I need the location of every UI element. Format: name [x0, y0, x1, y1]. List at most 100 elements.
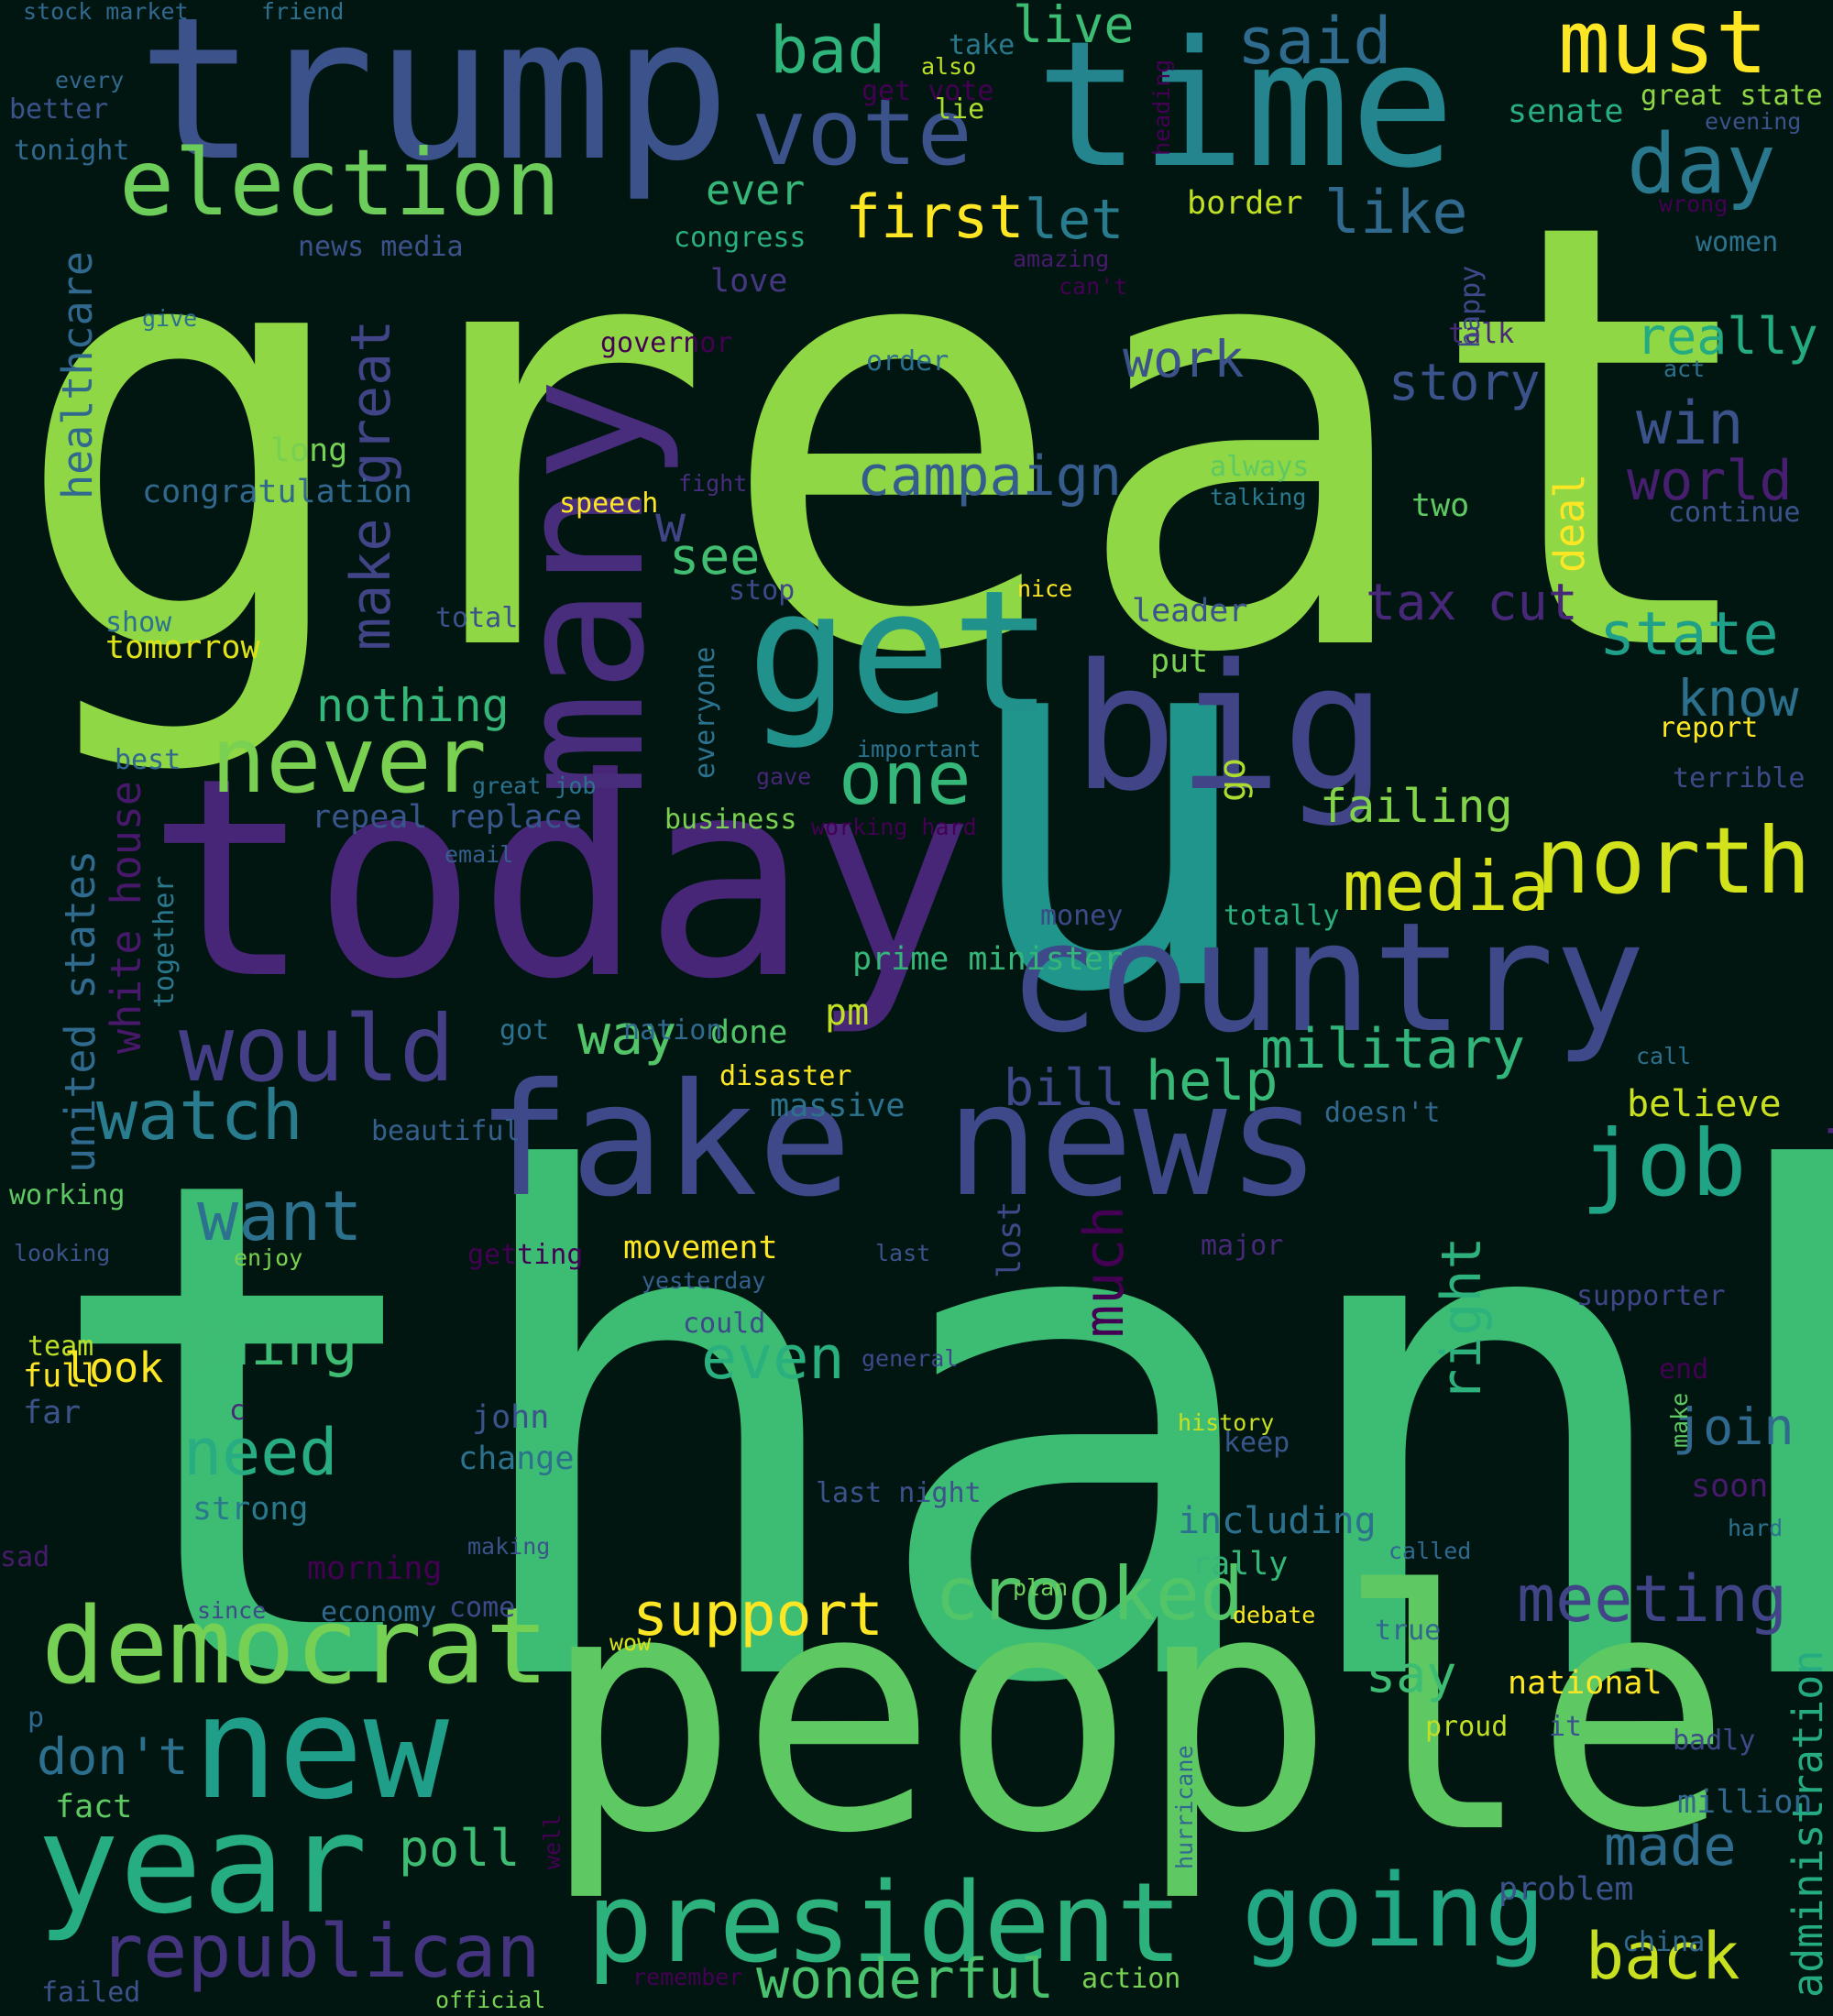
word-prime-minister: prime minister	[852, 941, 1124, 978]
word-million: million	[1677, 1784, 1813, 1821]
word-stop: stop	[729, 575, 796, 607]
word-say: say	[1366, 1645, 1457, 1704]
word-also: also	[921, 53, 977, 80]
word-big: big	[1072, 627, 1388, 829]
word-even: even	[701, 1324, 845, 1393]
word-since: since	[197, 1597, 267, 1624]
word-great: great	[9, 98, 1775, 781]
word-border: border	[1187, 185, 1303, 222]
word-way: way	[577, 1003, 677, 1068]
word-together: together	[148, 875, 181, 1009]
word-state: state	[1599, 600, 1779, 669]
word-last-night: last night	[816, 1477, 982, 1509]
word-day: day	[1627, 116, 1776, 213]
word-like: like	[1324, 179, 1468, 247]
word-gave: gave	[756, 763, 812, 790]
word-team: team	[27, 1331, 94, 1363]
word-right: right	[1430, 1236, 1494, 1402]
word-join: join	[1673, 1397, 1795, 1456]
word-far: far	[23, 1395, 82, 1431]
word-enjoy: enjoy	[234, 1244, 303, 1271]
word-bad: bad	[770, 13, 886, 88]
word-money: money	[1040, 900, 1124, 932]
word-movement: movement	[623, 1230, 778, 1266]
word-live: live	[1013, 0, 1135, 54]
word-congratulation: congratulation	[142, 474, 413, 510]
word-crooked: crooked	[935, 1551, 1245, 1637]
word-deal: deal	[1545, 473, 1594, 573]
word-hurricane: hurricane	[1171, 1745, 1198, 1869]
word-media: media	[1343, 846, 1550, 926]
word-work: work	[1123, 330, 1245, 389]
word-know: know	[1677, 669, 1799, 728]
word-friend: friend	[261, 0, 345, 25]
word-speech: speech	[559, 488, 659, 520]
word-tax-cut: tax cut	[1366, 573, 1578, 631]
word-debate: debate	[1233, 1602, 1316, 1628]
word-yesterday: yesterday	[642, 1267, 766, 1294]
word-every: every	[55, 67, 125, 93]
word-need: need	[183, 1415, 338, 1490]
word-give: give	[142, 305, 198, 332]
word-story: story	[1388, 353, 1541, 411]
word-election: election	[119, 129, 561, 236]
word-action: action	[1081, 1963, 1181, 1995]
word-ever: ever	[706, 166, 806, 214]
word-fact: fact	[55, 1789, 133, 1825]
word-poll: poll	[399, 1819, 521, 1878]
word-doesnt: doesn't	[1324, 1097, 1441, 1129]
word-believe: believe	[1627, 1083, 1782, 1125]
word-disaster: disaster	[719, 1060, 852, 1092]
word-proud: proud	[1425, 1711, 1509, 1743]
word-full: full	[23, 1358, 101, 1395]
word-failing: failing	[1320, 780, 1513, 833]
word-it: it	[1549, 1711, 1583, 1743]
word-heading: heading	[1148, 59, 1175, 156]
word-happy: happy	[1454, 265, 1487, 348]
word-could: could	[683, 1308, 766, 1340]
word-long: long	[270, 433, 348, 469]
word-lie: lie	[935, 93, 985, 126]
word-good: good	[1819, 1123, 1833, 1256]
word-put: put	[1150, 643, 1209, 680]
word-wow: wow	[609, 1629, 652, 1656]
word-world: world	[1627, 449, 1793, 513]
word-much: much	[1072, 1205, 1136, 1339]
word-two: two	[1411, 488, 1470, 524]
word-back: back	[1586, 1919, 1740, 1994]
word-wonderful: wonderful	[756, 1947, 1055, 2011]
word-history: history	[1178, 1409, 1275, 1436]
word-time: time	[1036, 4, 1455, 206]
word-nation: nation	[623, 1014, 723, 1046]
word-email: email	[445, 841, 514, 868]
word-national: national	[1508, 1665, 1663, 1702]
word-wrong: wrong	[1659, 191, 1729, 217]
word-women: women	[1696, 226, 1779, 258]
word-said: said	[1237, 4, 1392, 79]
word-never: never	[211, 707, 488, 814]
word-job: job	[1581, 1110, 1747, 1217]
word-campaign: campaign	[857, 444, 1122, 509]
word-called: called	[1388, 1538, 1472, 1564]
word-support: support	[632, 1581, 884, 1649]
word-strong: strong	[192, 1491, 309, 1528]
word-leader: leader	[1132, 593, 1248, 630]
word-north: north	[1535, 807, 1812, 915]
word-year: year	[37, 1785, 368, 1945]
word-make: make	[1666, 1392, 1693, 1448]
word-p: p	[27, 1702, 45, 1734]
word-really: really	[1636, 307, 1818, 366]
word-today: today	[147, 719, 975, 1039]
word-massive: massive	[770, 1088, 906, 1124]
word-love: love	[710, 263, 788, 300]
word-senate: senate	[1508, 93, 1624, 130]
word-military: military	[1260, 1017, 1525, 1081]
word-fight: fight	[678, 470, 748, 497]
word-talking: talking	[1210, 484, 1307, 510]
word-looking: looking	[14, 1240, 111, 1266]
word-w: w	[655, 495, 686, 553]
word-healthcare: healthcare	[53, 251, 102, 499]
word-made: made	[1604, 1814, 1737, 1879]
word-economy: economy	[321, 1596, 437, 1628]
word-order: order	[866, 345, 949, 378]
